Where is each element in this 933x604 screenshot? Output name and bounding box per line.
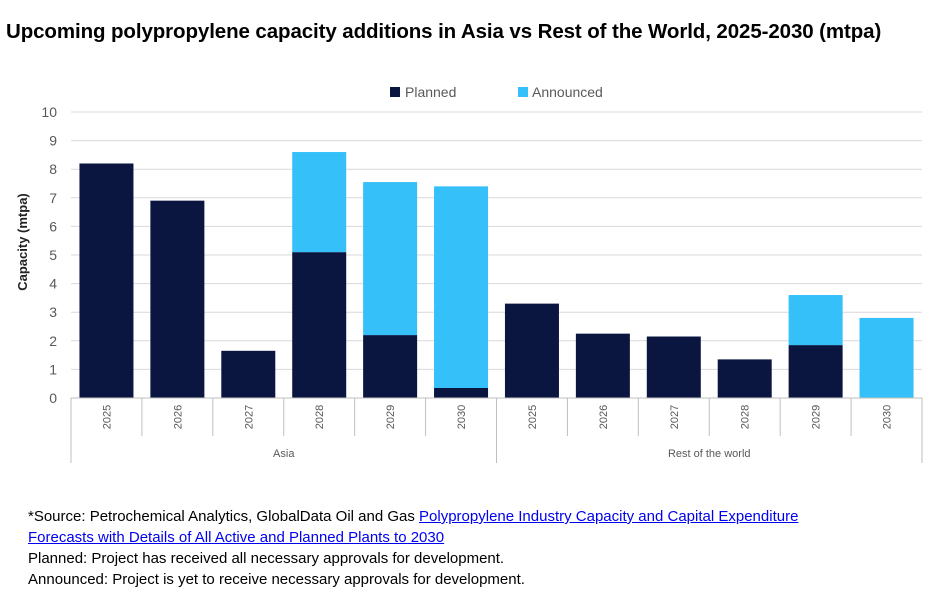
bar-planned-asia-2028 — [292, 252, 347, 398]
x-tick-label: 2029 — [385, 405, 397, 429]
y-tick-label: 7 — [49, 190, 57, 206]
y-tick-label: 3 — [49, 304, 57, 320]
planned-note: Planned: Project has received all necess… — [28, 550, 505, 567]
bar-announced-rest-of-the-world-2030 — [859, 317, 914, 398]
footnotes: *Source: Petrochemical Analytics, Global… — [28, 506, 798, 590]
x-tick-label: 2028 — [314, 405, 326, 429]
source-link[interactable]: Polypropylene Industry Capacity and Capi… — [419, 508, 799, 525]
chart-title: Upcoming polypropylene capacity addition… — [6, 20, 882, 43]
x-tick-label: 2029 — [811, 405, 823, 429]
bar-planned-asia-2027 — [221, 350, 276, 398]
y-tick-label: 5 — [49, 247, 57, 263]
x-tick-label: 2028 — [740, 405, 752, 429]
y-tick-label: 6 — [49, 218, 57, 234]
y-tick-label: 1 — [49, 361, 57, 377]
bar-planned-asia-2029 — [363, 335, 418, 398]
x-tick-label: 2030 — [882, 405, 894, 429]
legend-swatch-announced — [518, 87, 528, 97]
x-tick-label: 2030 — [456, 405, 468, 429]
bar-planned-rest-of-the-world-2025 — [504, 303, 559, 398]
legend-label-planned: Planned — [405, 84, 456, 100]
y-tick-label: 10 — [41, 104, 57, 120]
x-tick-label: 2025 — [101, 405, 113, 429]
bar-announced-asia-2029 — [363, 182, 418, 336]
announced-note: Announced: Project is yet to receive nec… — [28, 571, 525, 588]
legend-swatch-planned — [390, 87, 400, 97]
bar-planned-asia-2025 — [79, 163, 134, 398]
group-label: Rest of the world — [668, 448, 751, 460]
group-label: Asia — [273, 448, 295, 460]
bar-planned-rest-of-the-world-2027 — [646, 336, 701, 398]
y-tick-label: 9 — [49, 133, 57, 149]
x-tick-label: 2027 — [669, 405, 681, 429]
bar-planned-rest-of-the-world-2028 — [717, 359, 772, 398]
legend-label-announced: Announced — [532, 84, 603, 100]
x-tick-label: 2027 — [243, 405, 255, 429]
x-axis: 2025 2026 2027 2028 2029 2030 2025 2026 2027 2028… — [70, 397, 923, 463]
bar-announced-asia-2028 — [292, 152, 347, 253]
bar-planned-rest-of-the-world-2029 — [788, 345, 843, 398]
x-tick-label: 2026 — [172, 405, 184, 429]
bar-announced-asia-2030 — [434, 186, 489, 388]
bar-planned-rest-of-the-world-2026 — [575, 333, 630, 398]
x-tick-label: 2026 — [598, 405, 610, 429]
source-line-2: Forecasts with Details of All Active and… — [28, 527, 798, 548]
y-tick-label: 2 — [49, 333, 57, 349]
y-tick-label: 4 — [49, 276, 57, 292]
x-tick-label: 2025 — [527, 405, 539, 429]
source-line-1: *Source: Petrochemical Analytics, Global… — [28, 506, 798, 527]
bar-planned-asia-2026 — [150, 200, 205, 398]
gridlines — [71, 111, 922, 370]
bar-announced-rest-of-the-world-2029 — [788, 295, 843, 346]
bars — [79, 152, 914, 398]
y-tick-label: 0 — [49, 390, 57, 406]
y-axis-ticks: 0 1 2 3 4 5 6 7 8 9 10 — [41, 104, 57, 406]
source-link-continued[interactable]: Forecasts with Details of All Active and… — [28, 529, 445, 546]
legend: Planned Announced — [390, 84, 603, 100]
bar-planned-asia-2030 — [434, 387, 489, 398]
y-tick-label: 8 — [49, 161, 57, 177]
source-prefix: *Source: Petrochemical Analytics, Global… — [28, 508, 420, 525]
y-axis-label: Capacity (mtpa) — [15, 193, 30, 291]
